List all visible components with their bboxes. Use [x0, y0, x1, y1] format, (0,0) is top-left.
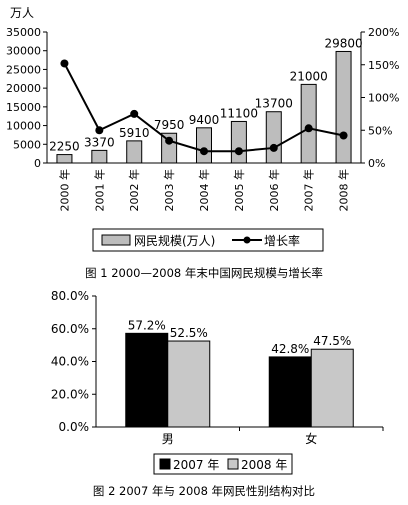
chart2: 0.0% 20.0% 40.0% 60.0% 80.0% 57.2% 52.5% 42.8%… [51, 289, 384, 498]
chart1-right-ticks: 0% 50% 100% 150% 200% [361, 26, 399, 170]
chart2-y-tick-label: 0.0% [59, 420, 90, 434]
chart1: 万人 0 5000 10000 15000 20000 25000 30000 35000 0… [6, 6, 399, 280]
chart1-bar-value-label: 13700 [255, 97, 293, 111]
chart2-x-tick-label: 男 [162, 432, 174, 446]
chart1-x-tick-label: 2003 年 [162, 169, 176, 212]
chart1-bar [56, 154, 73, 164]
chart1-bar [265, 111, 282, 164]
chart1-growth-point [130, 109, 139, 118]
chart2-legend-2008-swatch [227, 458, 239, 470]
chart1-right-tick-label: 50% [368, 124, 392, 137]
chart2-y-ticks: 0.0% 20.0% 40.0% 60.0% 80.0% [51, 289, 96, 434]
chart1-growth-point [60, 59, 69, 68]
chart1-x-tick-label: 2002 年 [127, 169, 141, 212]
chart1-left-tick-label: 25000 [6, 63, 41, 76]
chart2-bar-value-label: 57.2% [128, 318, 166, 332]
chart1-legend-bar-label: 网民规模(万人) [134, 233, 215, 248]
chart2-legend-2007-label: 2007 年 [173, 458, 219, 472]
chart1-x-labels: 2000 年 2001 年 2002 年 2003 年 2004 年 2005 年 2006… [57, 169, 350, 212]
chart1-growth-point [234, 147, 243, 156]
chart2-legend-2007-swatch [159, 458, 171, 470]
chart2-y-tick-label: 20.0% [51, 387, 89, 401]
chart1-bar [335, 50, 352, 164]
chart2-legend [153, 453, 293, 475]
chart1-x-tick-label: 2000 年 [57, 169, 71, 212]
chart1-bar [230, 120, 247, 164]
chart2-bar-value-label: 47.5% [313, 334, 351, 348]
chart2-legend-2008-label: 2008 年 [241, 458, 287, 472]
chart1-left-tick-label: 20000 [6, 82, 41, 95]
chart1-x-tick-label: 2007 年 [302, 169, 316, 212]
chart2-bar [125, 332, 169, 428]
chart1-right-tick-label: 150% [368, 59, 399, 72]
chart1-growth-point [95, 126, 104, 135]
chart1-bar-value-label: 11100 [220, 106, 258, 120]
chart1-right-tick-label: 200% [368, 26, 399, 39]
chart1-legend [92, 228, 324, 252]
chart1-legend-bar-swatch [101, 234, 131, 246]
chart2-bar [167, 340, 211, 428]
chart1-bar [91, 149, 108, 164]
chart1-caption: 图 1 2000—2008 年末中国网民规模与增长率 [85, 266, 323, 280]
chart1-left-tick-label: 10000 [6, 120, 41, 133]
chart1-growth-point [304, 124, 313, 133]
chart1-bar-value-label: 29800 [324, 36, 362, 50]
chart2-x-tick-label: 女 [305, 431, 317, 446]
chart1-bar-value-label: 9400 [189, 113, 220, 127]
chart2-bar [310, 348, 354, 428]
chart2-bar [268, 356, 312, 428]
chart1-left-ticks: 0 5000 10000 15000 20000 25000 30000 35000 [6, 26, 47, 170]
chart2-x-labels: 男女 [162, 427, 384, 446]
chart1-y-unit: 万人 [10, 6, 34, 20]
chart1-growth-line [60, 59, 348, 156]
chart2-bar-labels: 57.2% 52.5% 42.8% 47.5% [128, 318, 352, 356]
chart1-x-tick-label: 2008 年 [337, 169, 351, 212]
chart1-growth-point [165, 136, 174, 145]
chart1-x-tick-label: 2001 年 [92, 169, 106, 212]
chart1-left-tick-label: 0 [34, 157, 41, 170]
chart1-bar-value-label: 21000 [290, 69, 328, 83]
chart2-bar-value-label: 42.8% [271, 342, 309, 356]
chart1-growth-point [339, 131, 348, 140]
chart1-bar-value-label: 2250 [49, 140, 80, 154]
chart1-x-tick-label: 2004 年 [197, 169, 211, 212]
chart1-left-tick-label: 5000 [13, 138, 41, 151]
chart1-bar [126, 140, 143, 164]
chart1-bar [300, 83, 317, 164]
chart2-bars [125, 332, 354, 428]
chart1-bar-value-label: 3370 [84, 135, 115, 149]
chart2-y-tick-label: 40.0% [51, 355, 89, 369]
chart2-bar-value-label: 52.5% [170, 326, 208, 340]
chart1-bar [196, 127, 212, 164]
chart1-left-tick-label: 15000 [6, 101, 41, 114]
chart2-y-tick-label: 60.0% [51, 322, 89, 336]
chart1-legend-line-marker [243, 236, 251, 244]
chart2-caption: 图 2 2007 年与 2008 年网民性别结构对比 [93, 484, 315, 498]
chart1-growth-point [200, 147, 208, 156]
chart1-legend-line-label: 增长率 [264, 233, 300, 248]
chart1-bar-value-label: 7950 [154, 118, 185, 132]
chart1-x-tick-label: 2005 年 [232, 169, 246, 212]
chart1-left-tick-label: 30000 [6, 45, 41, 58]
chart2-y-tick-label: 80.0% [51, 289, 89, 303]
chart1-growth-point [269, 143, 278, 152]
chart1-x-tick-label: 2006 年 [267, 169, 281, 212]
chart1-right-tick-label: 0% [368, 157, 385, 170]
chart1-right-tick-label: 100% [368, 92, 399, 105]
chart1-bar-value-label: 5910 [119, 126, 150, 140]
chart1-left-tick-label: 35000 [6, 26, 41, 39]
